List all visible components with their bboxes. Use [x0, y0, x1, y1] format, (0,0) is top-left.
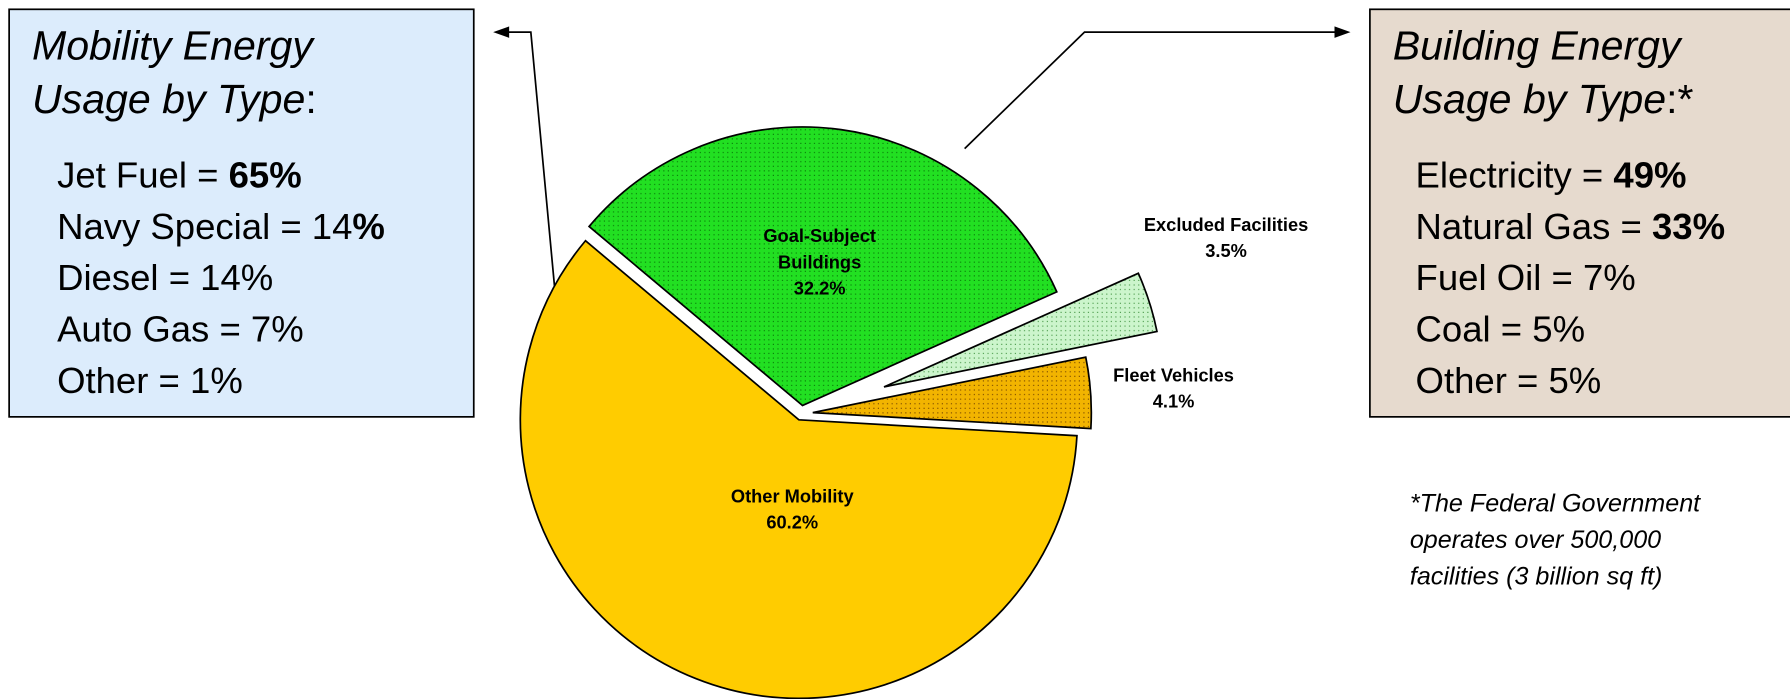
slice-value: 32.2%: [793, 279, 846, 300]
footnote: *The Federal Government: [1410, 490, 1701, 518]
box-item: Other = 1%: [57, 360, 243, 401]
pie-slice: [587, 126, 1058, 407]
slice-category: Fleet Vehicles: [1113, 366, 1234, 387]
slice-category: Goal-Subject Buildings: [763, 227, 876, 274]
box-item: Auto Gas = 7%: [57, 309, 304, 350]
box-item-text: Other = 5%: [1416, 360, 1602, 401]
footnote: operates over 500,000: [1410, 526, 1661, 554]
mobility-box: [8, 8, 475, 418]
box-item: Jet Fuel = 65%: [57, 154, 302, 195]
slice-category: Other Mobility: [730, 487, 854, 508]
box-title-suffix: :*: [1666, 75, 1694, 123]
slice-label: Excluded Facilities 3.5%: [1089, 213, 1363, 266]
box-item-text: Auto Gas = 7%: [57, 309, 304, 350]
box-item-bold: 49%: [1613, 154, 1686, 195]
slice-value: 4.1%: [1152, 392, 1195, 413]
box-title: Building Energy Usage by Type:*: [1393, 18, 1787, 125]
box-item-text: Natural Gas =: [1416, 206, 1652, 247]
slice-label-text: Excluded Facilities 3.5%: [1089, 213, 1363, 266]
box-title-main: Mobility Energy Usage by Type: [31, 21, 313, 123]
slice-label: Fleet Vehicles 4.1%: [1059, 363, 1287, 416]
pie-slice: [519, 239, 1078, 699]
building-box: [1369, 8, 1790, 418]
arrowhead: [493, 26, 510, 38]
pie-slice: [883, 272, 1158, 388]
pie-slice: [812, 356, 1093, 430]
mobility-arrow: [504, 31, 558, 315]
slice-label: Goal-Subject Buildings 32.2%: [745, 224, 893, 303]
box-title-text: Mobility Energy Usage by Type:: [32, 18, 426, 125]
box-item-text: Navy Special = 14: [57, 206, 352, 247]
box-item: Diesel = 14%: [57, 257, 273, 298]
box-item-text: Electricity =: [1416, 154, 1614, 195]
slice-label-text: Fleet Vehicles 4.1%: [1059, 363, 1287, 416]
slice-category: Excluded Facilities: [1143, 215, 1309, 236]
footnote: facilities (3 billion sq ft): [1410, 563, 1663, 591]
box-item: Other = 5%: [1416, 360, 1602, 401]
box-item-text: Coal = 5%: [1416, 309, 1586, 350]
slice-label-text: Other Mobility 60.2%: [667, 484, 918, 537]
box-title: Mobility Energy Usage by Type:: [32, 18, 426, 125]
box-item-bold: 33%: [1652, 206, 1725, 247]
box-item-text: Fuel Oil = 7%: [1416, 257, 1636, 298]
slice-value: 60.2%: [766, 513, 819, 534]
box-title-suffix: :: [305, 75, 317, 123]
slice-label: Other Mobility 60.2%: [667, 484, 918, 537]
box-item-text: Diesel = 14%: [57, 257, 273, 298]
slice-value: 3.5%: [1205, 242, 1247, 262]
box-item-text: Other = 1%: [57, 360, 243, 401]
box-title-text: Building Energy Usage by Type:*: [1393, 18, 1787, 125]
box-item: Natural Gas = 33%: [1416, 206, 1726, 247]
arrowhead: [1334, 26, 1351, 38]
building-arrow: [964, 31, 1340, 150]
box-title-main: Building Energy Usage by Type: [1392, 21, 1681, 123]
box-item: Fuel Oil = 7%: [1416, 257, 1636, 298]
box-item-text: Jet Fuel =: [57, 154, 229, 195]
box-item-bold: %: [352, 206, 384, 247]
slice-label-text: Goal-Subject Buildings 32.2%: [745, 224, 893, 303]
box-item: Navy Special = 14%: [57, 206, 385, 247]
box-item: Coal = 5%: [1416, 309, 1586, 350]
box-item: Electricity = 49%: [1416, 154, 1687, 195]
box-item-bold: 65%: [229, 154, 302, 195]
